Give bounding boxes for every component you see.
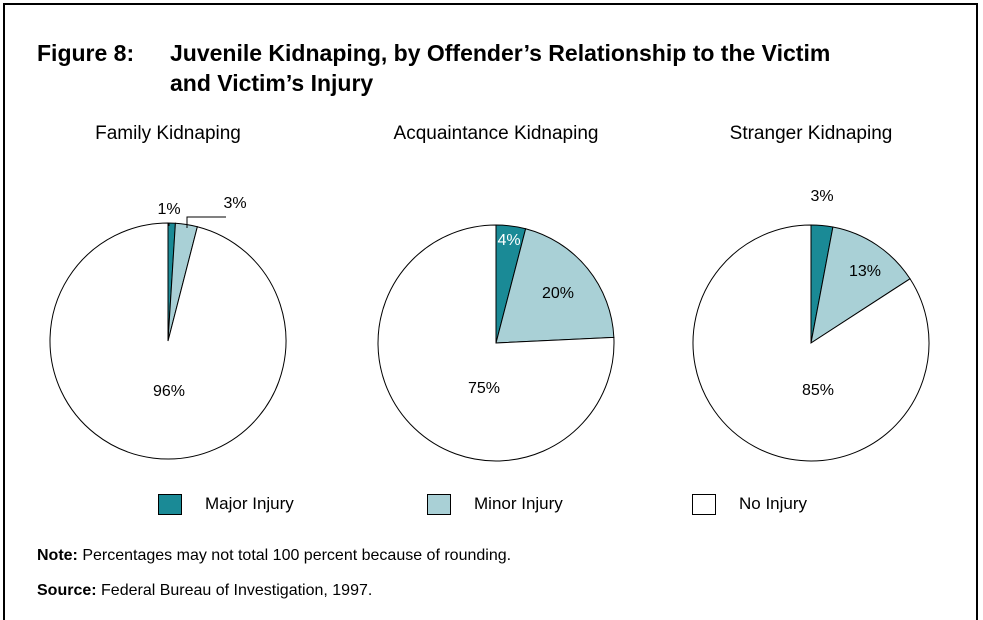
pie-slice-stranger-minor bbox=[810, 226, 911, 345]
pie-title-stranger: Stranger Kidnaping bbox=[730, 123, 893, 144]
pie-slice-stranger-none bbox=[692, 224, 930, 462]
figure-label: Figure 8: bbox=[37, 40, 135, 66]
note-label: Note: bbox=[37, 547, 78, 564]
source-text: Federal Bureau of Investigation, 1997. bbox=[96, 582, 373, 599]
pie-label-stranger-major: 3% bbox=[810, 188, 833, 205]
legend-item-none: No Injury bbox=[692, 492, 807, 516]
note-text: Percentages may not total 100 percent be… bbox=[77, 547, 512, 564]
pie-slice-acquaintance-minor bbox=[495, 228, 615, 344]
figure-title-line2: and Victim’s Injury bbox=[170, 70, 374, 96]
pie-label-stranger-none: 85% bbox=[802, 382, 834, 399]
pie-label-family-minor: 3% bbox=[223, 195, 246, 212]
pie-label-stranger-minor: 13% bbox=[849, 263, 881, 280]
pie-label-acquaintance-minor: 20% bbox=[542, 285, 574, 302]
legend-label-none: No Injury bbox=[739, 494, 808, 513]
legend-item-major: Major Injury bbox=[158, 492, 294, 516]
figure-title: Figure 8: Juvenile Kidnaping, by Offender… bbox=[37, 38, 830, 98]
leader-line-family-1 bbox=[186, 216, 226, 228]
pie-chart-acquaintance: Acquaintance Kidnaping 4% 20% 75% bbox=[377, 123, 615, 462]
legend-label-major: Major Injury bbox=[205, 494, 294, 513]
pie-label-acquaintance-none: 75% bbox=[468, 380, 500, 397]
legend-swatch-minor bbox=[427, 493, 451, 515]
source-label: Source: bbox=[37, 582, 97, 599]
figure-frame bbox=[3, 3, 978, 620]
pie-title-acquaintance: Acquaintance Kidnaping bbox=[394, 123, 599, 144]
legend-swatch-none bbox=[692, 493, 716, 515]
legend-label-minor: Minor Injury bbox=[474, 494, 563, 513]
pie-slice-acquaintance-none bbox=[377, 224, 615, 462]
source: Source: Federal Bureau of Investigation,… bbox=[37, 582, 372, 600]
note: Note: Percentages may not total 100 perc… bbox=[37, 547, 511, 565]
pie-chart-stranger: Stranger Kidnaping 3% 13% 85% bbox=[692, 123, 930, 462]
figure-title-line1: Juvenile Kidnaping, by Offender’s Relati… bbox=[170, 40, 831, 66]
legend-swatch-major bbox=[158, 493, 182, 515]
pie-title-family: Family Kidnaping bbox=[95, 123, 241, 144]
pie-label-family-major: 1% bbox=[157, 201, 180, 218]
legend-item-minor: Minor Injury bbox=[427, 492, 563, 516]
pie-label-acquaintance-major: 4% bbox=[497, 232, 520, 249]
pie-label-family-none: 96% bbox=[153, 383, 185, 400]
pie-chart-family: Family Kidnaping 1% 3% 96% bbox=[49, 123, 287, 460]
pie-slice-family-none bbox=[49, 222, 287, 460]
